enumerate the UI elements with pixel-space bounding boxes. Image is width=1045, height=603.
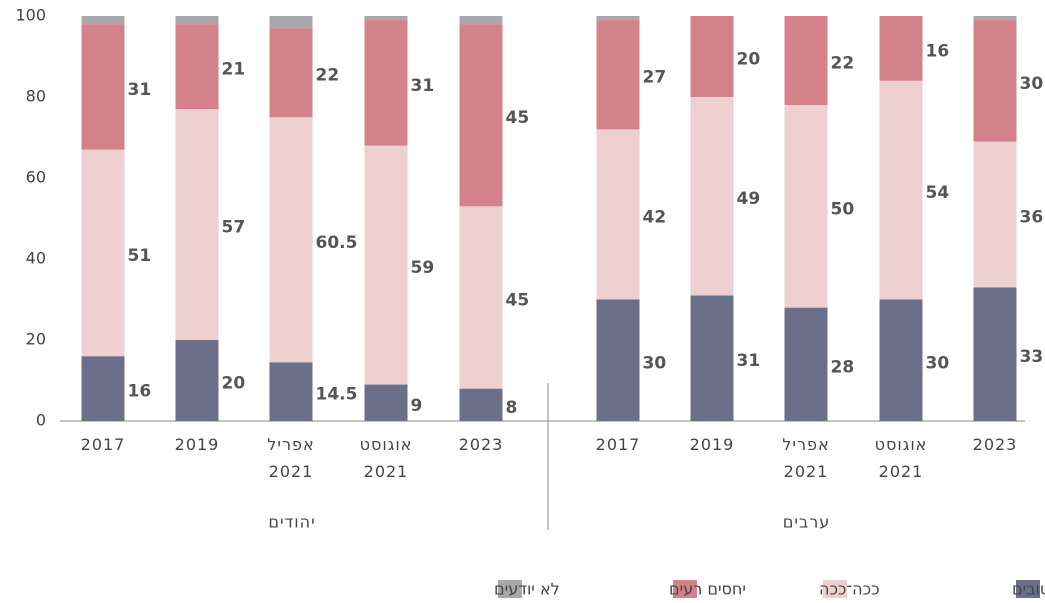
value-label: 30 bbox=[643, 353, 667, 373]
value-label: 31 bbox=[411, 76, 435, 96]
bar-segment bbox=[596, 16, 640, 21]
x-tick-label: אוגוסט 2021 bbox=[875, 435, 928, 481]
bar-segment bbox=[364, 384, 408, 421]
bar-segment bbox=[81, 24, 125, 150]
value-label: 45 bbox=[506, 108, 530, 128]
value-label: 42 bbox=[643, 207, 667, 227]
value-label: 51 bbox=[128, 246, 152, 266]
legend-label: לא יודעים bbox=[494, 580, 560, 599]
bar-segment bbox=[175, 16, 219, 25]
bar-segment bbox=[596, 299, 640, 421]
bar-segment bbox=[690, 97, 734, 296]
x-tick-label: אפריל 2021 bbox=[782, 435, 829, 481]
y-tick-label: 40 bbox=[26, 249, 46, 268]
value-label: 57 bbox=[222, 218, 246, 238]
bar-segment bbox=[364, 145, 408, 385]
legend-swatch bbox=[823, 580, 847, 598]
legend-swatch bbox=[498, 580, 522, 598]
legend-label: ככה־ככה bbox=[819, 580, 880, 599]
value-label: 20 bbox=[737, 50, 761, 70]
bar-segment bbox=[690, 16, 734, 97]
bar-segment bbox=[175, 109, 219, 341]
legend-swatch bbox=[1016, 580, 1040, 598]
value-label: 30 bbox=[1020, 74, 1044, 94]
x-tick-label: 2019 bbox=[175, 435, 220, 454]
y-tick-label: 80 bbox=[26, 87, 46, 106]
bar-segment bbox=[269, 362, 313, 421]
legend-label: יחסים טובים bbox=[1012, 580, 1045, 599]
bar-segment bbox=[973, 287, 1017, 421]
value-label: 16 bbox=[926, 41, 950, 61]
value-label: 8 bbox=[506, 398, 518, 418]
value-label: 54 bbox=[926, 183, 950, 203]
bar-segment bbox=[364, 20, 408, 146]
y-tick-label: 20 bbox=[26, 330, 46, 349]
bar-segment bbox=[364, 16, 408, 21]
bar-segment bbox=[459, 16, 503, 25]
value-label: 28 bbox=[831, 357, 855, 377]
value-label: 50 bbox=[831, 199, 855, 219]
group-label: יהודים bbox=[268, 513, 315, 532]
value-label: 9 bbox=[411, 396, 423, 416]
y-tick-label: 60 bbox=[26, 168, 46, 187]
x-tick-label: אפריל 2021 bbox=[267, 435, 314, 481]
bar-segment bbox=[690, 295, 734, 421]
bar-segment bbox=[784, 16, 828, 106]
bar-segment bbox=[596, 129, 640, 300]
legend-swatch bbox=[673, 580, 697, 598]
bar-segment bbox=[973, 16, 1017, 21]
x-tick-label: 2023 bbox=[973, 435, 1018, 454]
value-label: 30 bbox=[926, 353, 950, 373]
x-tick-label: 2023 bbox=[459, 435, 504, 454]
value-label: 21 bbox=[222, 60, 246, 80]
x-tick-label: 2017 bbox=[596, 435, 641, 454]
bar-segment bbox=[879, 299, 923, 421]
bar-segment bbox=[879, 80, 923, 300]
legend-label: יחסים רעים bbox=[669, 580, 746, 599]
bar-segment bbox=[459, 206, 503, 389]
bar-segment bbox=[459, 388, 503, 421]
bar-segment bbox=[175, 24, 219, 110]
bar-segment bbox=[81, 356, 125, 421]
x-tick-label: 2017 bbox=[81, 435, 126, 454]
value-label: 22 bbox=[316, 66, 340, 86]
bar-segment bbox=[81, 16, 125, 25]
value-label: 60.5 bbox=[316, 233, 358, 253]
value-label: 49 bbox=[737, 189, 761, 209]
value-label: 31 bbox=[737, 351, 761, 371]
value-label: 14.5 bbox=[316, 385, 358, 405]
value-label: 27 bbox=[643, 68, 667, 88]
bar-segment bbox=[879, 16, 923, 81]
value-label: 22 bbox=[831, 54, 855, 74]
value-label: 31 bbox=[128, 80, 152, 100]
value-label: 59 bbox=[411, 258, 435, 278]
bar-segment bbox=[269, 16, 313, 29]
y-tick-label: 0 bbox=[36, 411, 46, 430]
x-tick-label: אוגוסט 2021 bbox=[360, 435, 413, 481]
value-label: 45 bbox=[506, 290, 530, 310]
bar-segment bbox=[784, 307, 828, 421]
value-label: 33 bbox=[1020, 347, 1044, 367]
group-label: ערבים bbox=[783, 513, 831, 532]
bar-segment bbox=[269, 28, 313, 118]
bar-segment bbox=[459, 24, 503, 207]
y-tick-label: 100 bbox=[15, 6, 46, 25]
value-label: 16 bbox=[128, 382, 152, 402]
value-label: 36 bbox=[1020, 207, 1044, 227]
bar-segment bbox=[596, 20, 640, 130]
bar-segment bbox=[175, 340, 219, 421]
value-label: 20 bbox=[222, 374, 246, 394]
x-tick-label: 2019 bbox=[690, 435, 735, 454]
bar-segment bbox=[81, 149, 125, 357]
bar-segment bbox=[269, 117, 313, 363]
bar-segment bbox=[973, 20, 1017, 142]
bar-segment bbox=[973, 141, 1017, 288]
bar-segment bbox=[784, 105, 828, 308]
